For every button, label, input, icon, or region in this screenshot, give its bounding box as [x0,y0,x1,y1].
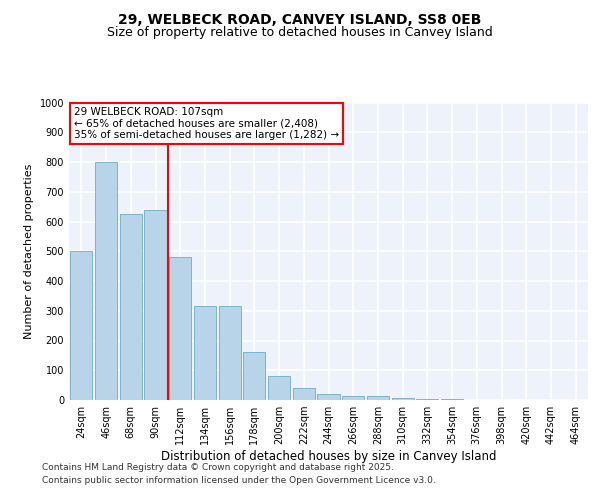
Text: 29, WELBECK ROAD, CANVEY ISLAND, SS8 0EB: 29, WELBECK ROAD, CANVEY ISLAND, SS8 0EB [118,12,482,26]
Bar [95,162,117,400]
Bar [293,388,315,400]
Text: Contains HM Land Registry data © Crown copyright and database right 2025.: Contains HM Land Registry data © Crown c… [42,462,394,471]
Bar [268,376,290,400]
X-axis label: Distribution of detached houses by size in Canvey Island: Distribution of detached houses by size … [161,450,496,463]
Text: Contains public sector information licensed under the Open Government Licence v3: Contains public sector information licen… [42,476,436,485]
Text: Size of property relative to detached houses in Canvey Island: Size of property relative to detached ho… [107,26,493,39]
Bar [416,399,439,400]
Bar [218,306,241,400]
Bar [169,257,191,400]
Bar [367,396,389,400]
Bar [342,396,364,400]
Bar [194,306,216,400]
Text: 29 WELBECK ROAD: 107sqm
← 65% of detached houses are smaller (2,408)
35% of semi: 29 WELBECK ROAD: 107sqm ← 65% of detache… [74,107,340,140]
Bar [119,214,142,400]
Bar [392,398,414,400]
Bar [317,394,340,400]
Bar [243,352,265,400]
Bar [145,210,167,400]
Bar [70,252,92,400]
Y-axis label: Number of detached properties: Number of detached properties [24,164,34,339]
